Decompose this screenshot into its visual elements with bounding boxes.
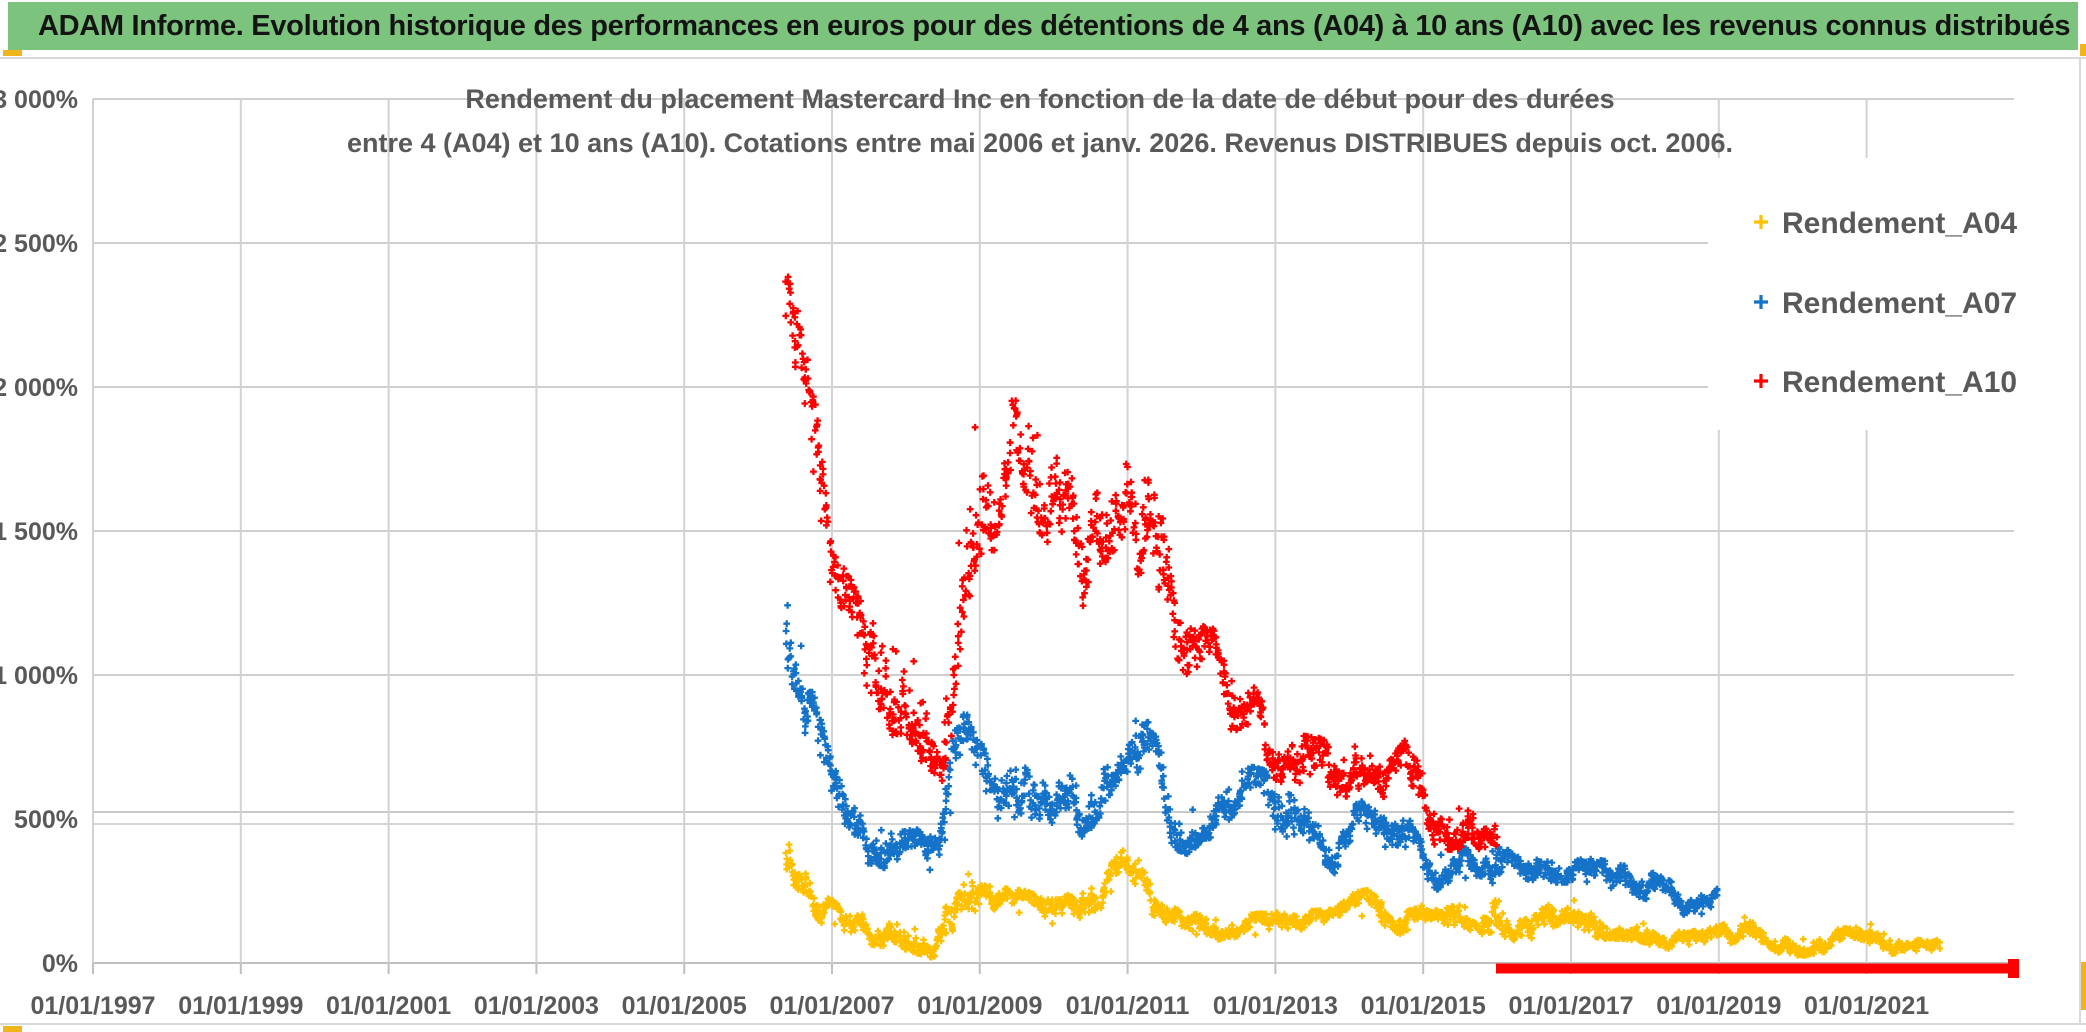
y-axis-label: 1 000% bbox=[0, 662, 78, 690]
plus-marker-icon bbox=[1754, 215, 1768, 229]
x-axis-label: 01/01/2015 bbox=[1361, 992, 1486, 1020]
x-axis-label: 01/01/2011 bbox=[1066, 992, 1190, 1020]
x-axis-label: 01/01/2009 bbox=[917, 992, 1042, 1020]
accent-top-right bbox=[2080, 44, 2086, 56]
y-axis-label: 0% bbox=[42, 950, 78, 978]
x-axis-label: 01/01/2003 bbox=[474, 992, 599, 1020]
accent-top-left bbox=[3, 50, 22, 56]
chart-title-line1: Rendement du placement Mastercard Inc en… bbox=[465, 84, 1614, 114]
accent-bottom-left bbox=[3, 1026, 22, 1032]
y-axis-label: 2 000% bbox=[0, 374, 78, 402]
divider-right bbox=[2079, 58, 2081, 1023]
series-Rendement_A04 bbox=[782, 841, 1944, 961]
x-axis-label: 01/01/2007 bbox=[769, 992, 894, 1020]
x-axis-labels: 01/01/1997 01/01/1999 01/01/2001 01/01/2003… bbox=[30, 992, 1929, 1020]
legend-box bbox=[1708, 158, 2076, 430]
y-axis-label: 500% bbox=[14, 806, 78, 834]
plus-marker-icon bbox=[1754, 374, 1768, 388]
x-axis-label: 01/01/1997 bbox=[30, 992, 155, 1020]
divider-bottom bbox=[0, 1023, 2086, 1025]
legend-item-a10: Rendement_A10 bbox=[1754, 366, 2017, 399]
x-axis-label: 01/01/2001 bbox=[326, 992, 451, 1020]
x-axis-label: 01/01/2019 bbox=[1656, 992, 1781, 1020]
y-axis-label: 3 000% bbox=[0, 86, 78, 114]
chart-title-line2: entre 4 (A04) et 10 ans (A10). Cotations… bbox=[347, 128, 1733, 158]
accent-bottom-right bbox=[2080, 962, 2086, 1010]
x-axis-label: 01/01/2021 bbox=[1804, 992, 1929, 1020]
divider-top bbox=[0, 57, 2086, 59]
legend-label: Rendement_A07 bbox=[1782, 287, 2017, 320]
legend-item-a04: Rendement_A04 bbox=[1754, 207, 2017, 240]
banner: ADAM Informe. Evolution historique des p… bbox=[8, 2, 2078, 50]
y-axis-label: 1 500% bbox=[0, 518, 78, 546]
scatter-series bbox=[782, 273, 1944, 961]
x-axis-label: 01/01/2005 bbox=[622, 992, 747, 1020]
x-axis-label: 01/01/2017 bbox=[1508, 992, 1633, 1020]
plus-marker-icon bbox=[1754, 295, 1768, 309]
series-Rendement_A07 bbox=[782, 601, 1721, 918]
y-axis-labels: 3 000% 2 500% 2 000% 1 500% 1 000% 500% 0% bbox=[0, 86, 78, 978]
legend: Rendement_A04 Rendement_A07 Rendement_A1… bbox=[1708, 158, 2076, 430]
series-Rendement_A10 bbox=[782, 273, 1501, 853]
legend-label: Rendement_A10 bbox=[1782, 366, 2017, 399]
banner-title: ADAM Informe. Evolution historique des p… bbox=[38, 9, 2071, 42]
zero-line-red-bar bbox=[1496, 959, 2019, 978]
legend-label: Rendement_A04 bbox=[1782, 207, 2017, 240]
y-axis-label: 2 500% bbox=[0, 230, 78, 258]
x-axis-label: 01/01/1999 bbox=[178, 992, 303, 1020]
x-axis-label: 01/01/2013 bbox=[1213, 992, 1338, 1020]
legend-item-a07: Rendement_A07 bbox=[1754, 287, 2017, 320]
